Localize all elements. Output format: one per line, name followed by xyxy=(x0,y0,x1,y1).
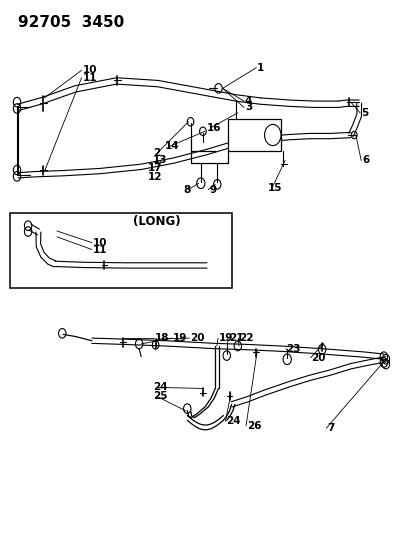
Text: (LONG): (LONG) xyxy=(133,215,180,228)
Text: 17: 17 xyxy=(147,164,161,173)
Text: 3: 3 xyxy=(244,102,252,112)
Text: 19: 19 xyxy=(218,333,233,343)
Text: 24: 24 xyxy=(152,382,167,392)
Text: 6: 6 xyxy=(361,156,368,165)
Text: 25: 25 xyxy=(152,391,167,401)
Text: 12: 12 xyxy=(147,172,161,182)
Text: 8: 8 xyxy=(183,184,190,195)
Text: 2: 2 xyxy=(152,148,159,158)
Text: 26: 26 xyxy=(246,421,261,431)
Text: 20: 20 xyxy=(311,353,325,362)
Text: 92705  3450: 92705 3450 xyxy=(18,14,124,30)
Text: 13: 13 xyxy=(152,156,167,165)
Text: 24: 24 xyxy=(226,416,240,426)
Text: 10: 10 xyxy=(93,238,107,248)
Text: 7: 7 xyxy=(326,423,334,433)
Text: 19: 19 xyxy=(173,333,187,343)
Text: 11: 11 xyxy=(82,72,97,83)
Text: 15: 15 xyxy=(267,183,282,193)
Text: 10: 10 xyxy=(82,66,97,75)
Text: 18: 18 xyxy=(154,333,169,343)
Text: 9: 9 xyxy=(209,184,216,195)
Text: 11: 11 xyxy=(93,245,107,255)
Text: 4: 4 xyxy=(244,96,252,106)
Bar xyxy=(9,214,231,288)
Text: 5: 5 xyxy=(360,108,367,118)
Text: 21: 21 xyxy=(228,333,243,343)
Bar xyxy=(227,119,280,151)
Text: 20: 20 xyxy=(190,333,204,343)
Text: 1: 1 xyxy=(256,63,264,72)
Text: 14: 14 xyxy=(165,141,179,151)
Text: 23: 23 xyxy=(286,344,300,354)
Text: 16: 16 xyxy=(206,123,221,133)
Text: 22: 22 xyxy=(238,333,253,343)
